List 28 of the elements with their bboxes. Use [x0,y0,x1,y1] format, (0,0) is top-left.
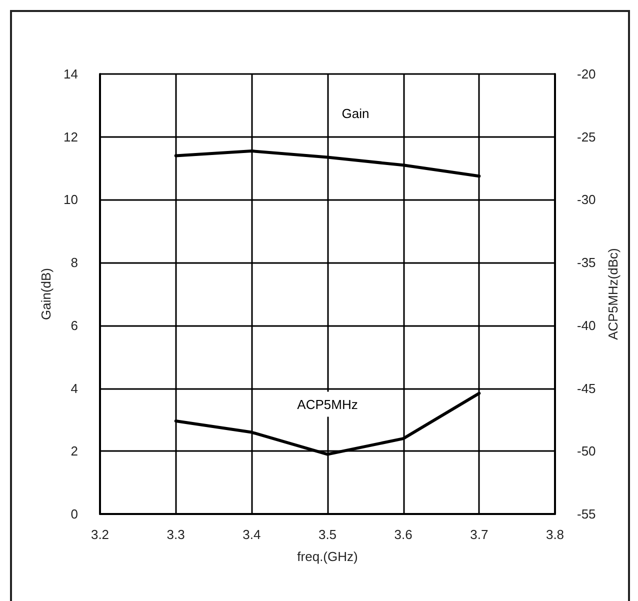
y-tick-label: 2 [70,444,78,459]
y-axis-title: Gain(dB) [38,268,54,320]
x-tick-label: 3.7 [470,527,488,542]
text: ACP5MHz [297,396,358,412]
y2-tick-label: -20 [577,66,596,82]
y2-tick-label: -55 [577,506,596,522]
y-tick-label: 6 [70,318,78,333]
x-tick-label: 3.4 [242,527,261,542]
y-tick-label: 12 [64,129,78,144]
y-tick-label: 0 [70,506,78,522]
y-tick-label: 4 [70,380,78,396]
x-tick-label: 3.6 [394,527,412,542]
y2-tick-label: -30 [577,192,596,208]
x-tick-label: 3.3 [166,527,185,542]
y2-tick-label: -45 [577,380,596,396]
x-tick-label: 3.8 [546,527,564,542]
y2-tick-label: -50 [577,444,596,459]
x-tick-label: 3.5 [318,527,337,542]
y-tick-label: 8 [70,255,78,270]
text: Gain [342,106,370,121]
y2-tick-label: -40 [577,318,596,333]
y2-tick-label: -35 [577,255,596,270]
x-tick-label: 3.2 [90,527,110,542]
y-tick-label: 10 [64,192,78,208]
y-tick-label: 14 [64,66,78,82]
y2-tick-label: -25 [577,129,596,144]
y2-axis-title: ACP5MHz(dBc) [606,248,621,340]
x-axis-title: freq.(GHz) [297,549,358,564]
